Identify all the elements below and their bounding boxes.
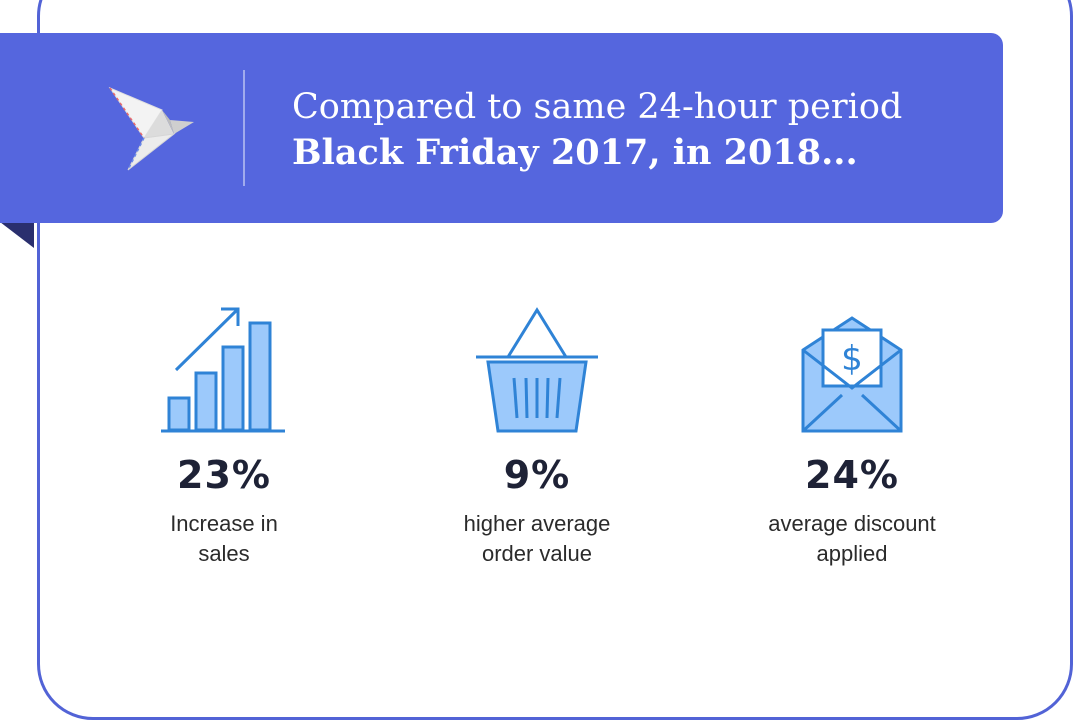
- envelope-dollar-icon: $: [801, 316, 903, 433]
- stat-label-line-1: average discount: [768, 511, 936, 536]
- stat-sales-increase: 23% Increase in sales: [74, 300, 374, 569]
- header-divider: [243, 70, 245, 186]
- stat-label: Increase in sales: [74, 509, 374, 569]
- stat-label-line-2: sales: [198, 541, 250, 566]
- stat-value: 9%: [503, 453, 571, 497]
- stat-value: 23%: [177, 453, 271, 497]
- shopping-basket-icon: [476, 307, 598, 433]
- rising-bar-chart-icon: [161, 307, 285, 433]
- stat-discount: $ 24% average discount applied: [702, 300, 1002, 569]
- stat-label: higher average order value: [387, 509, 687, 569]
- stat-label: average discount applied: [702, 509, 1002, 569]
- stat-order-value: 9% higher average order value: [387, 300, 687, 569]
- banner-fold: [0, 222, 34, 248]
- stat-label-line-1: higher average: [463, 511, 611, 536]
- svg-text:$: $: [841, 339, 863, 379]
- stat-value: 24%: [805, 453, 899, 497]
- stat-label-line-2: applied: [816, 541, 888, 566]
- stat-label-line-1: Increase in: [170, 511, 278, 536]
- title-line-1: Compared to same 24-hour period: [292, 87, 903, 127]
- page-title: Compared to same 24-hour period Black Fr…: [292, 84, 902, 176]
- title-line-2: Black Friday 2017, in 2018...: [292, 132, 858, 173]
- stat-label-line-2: order value: [481, 541, 593, 566]
- origami-bird-logo-icon: [108, 86, 194, 171]
